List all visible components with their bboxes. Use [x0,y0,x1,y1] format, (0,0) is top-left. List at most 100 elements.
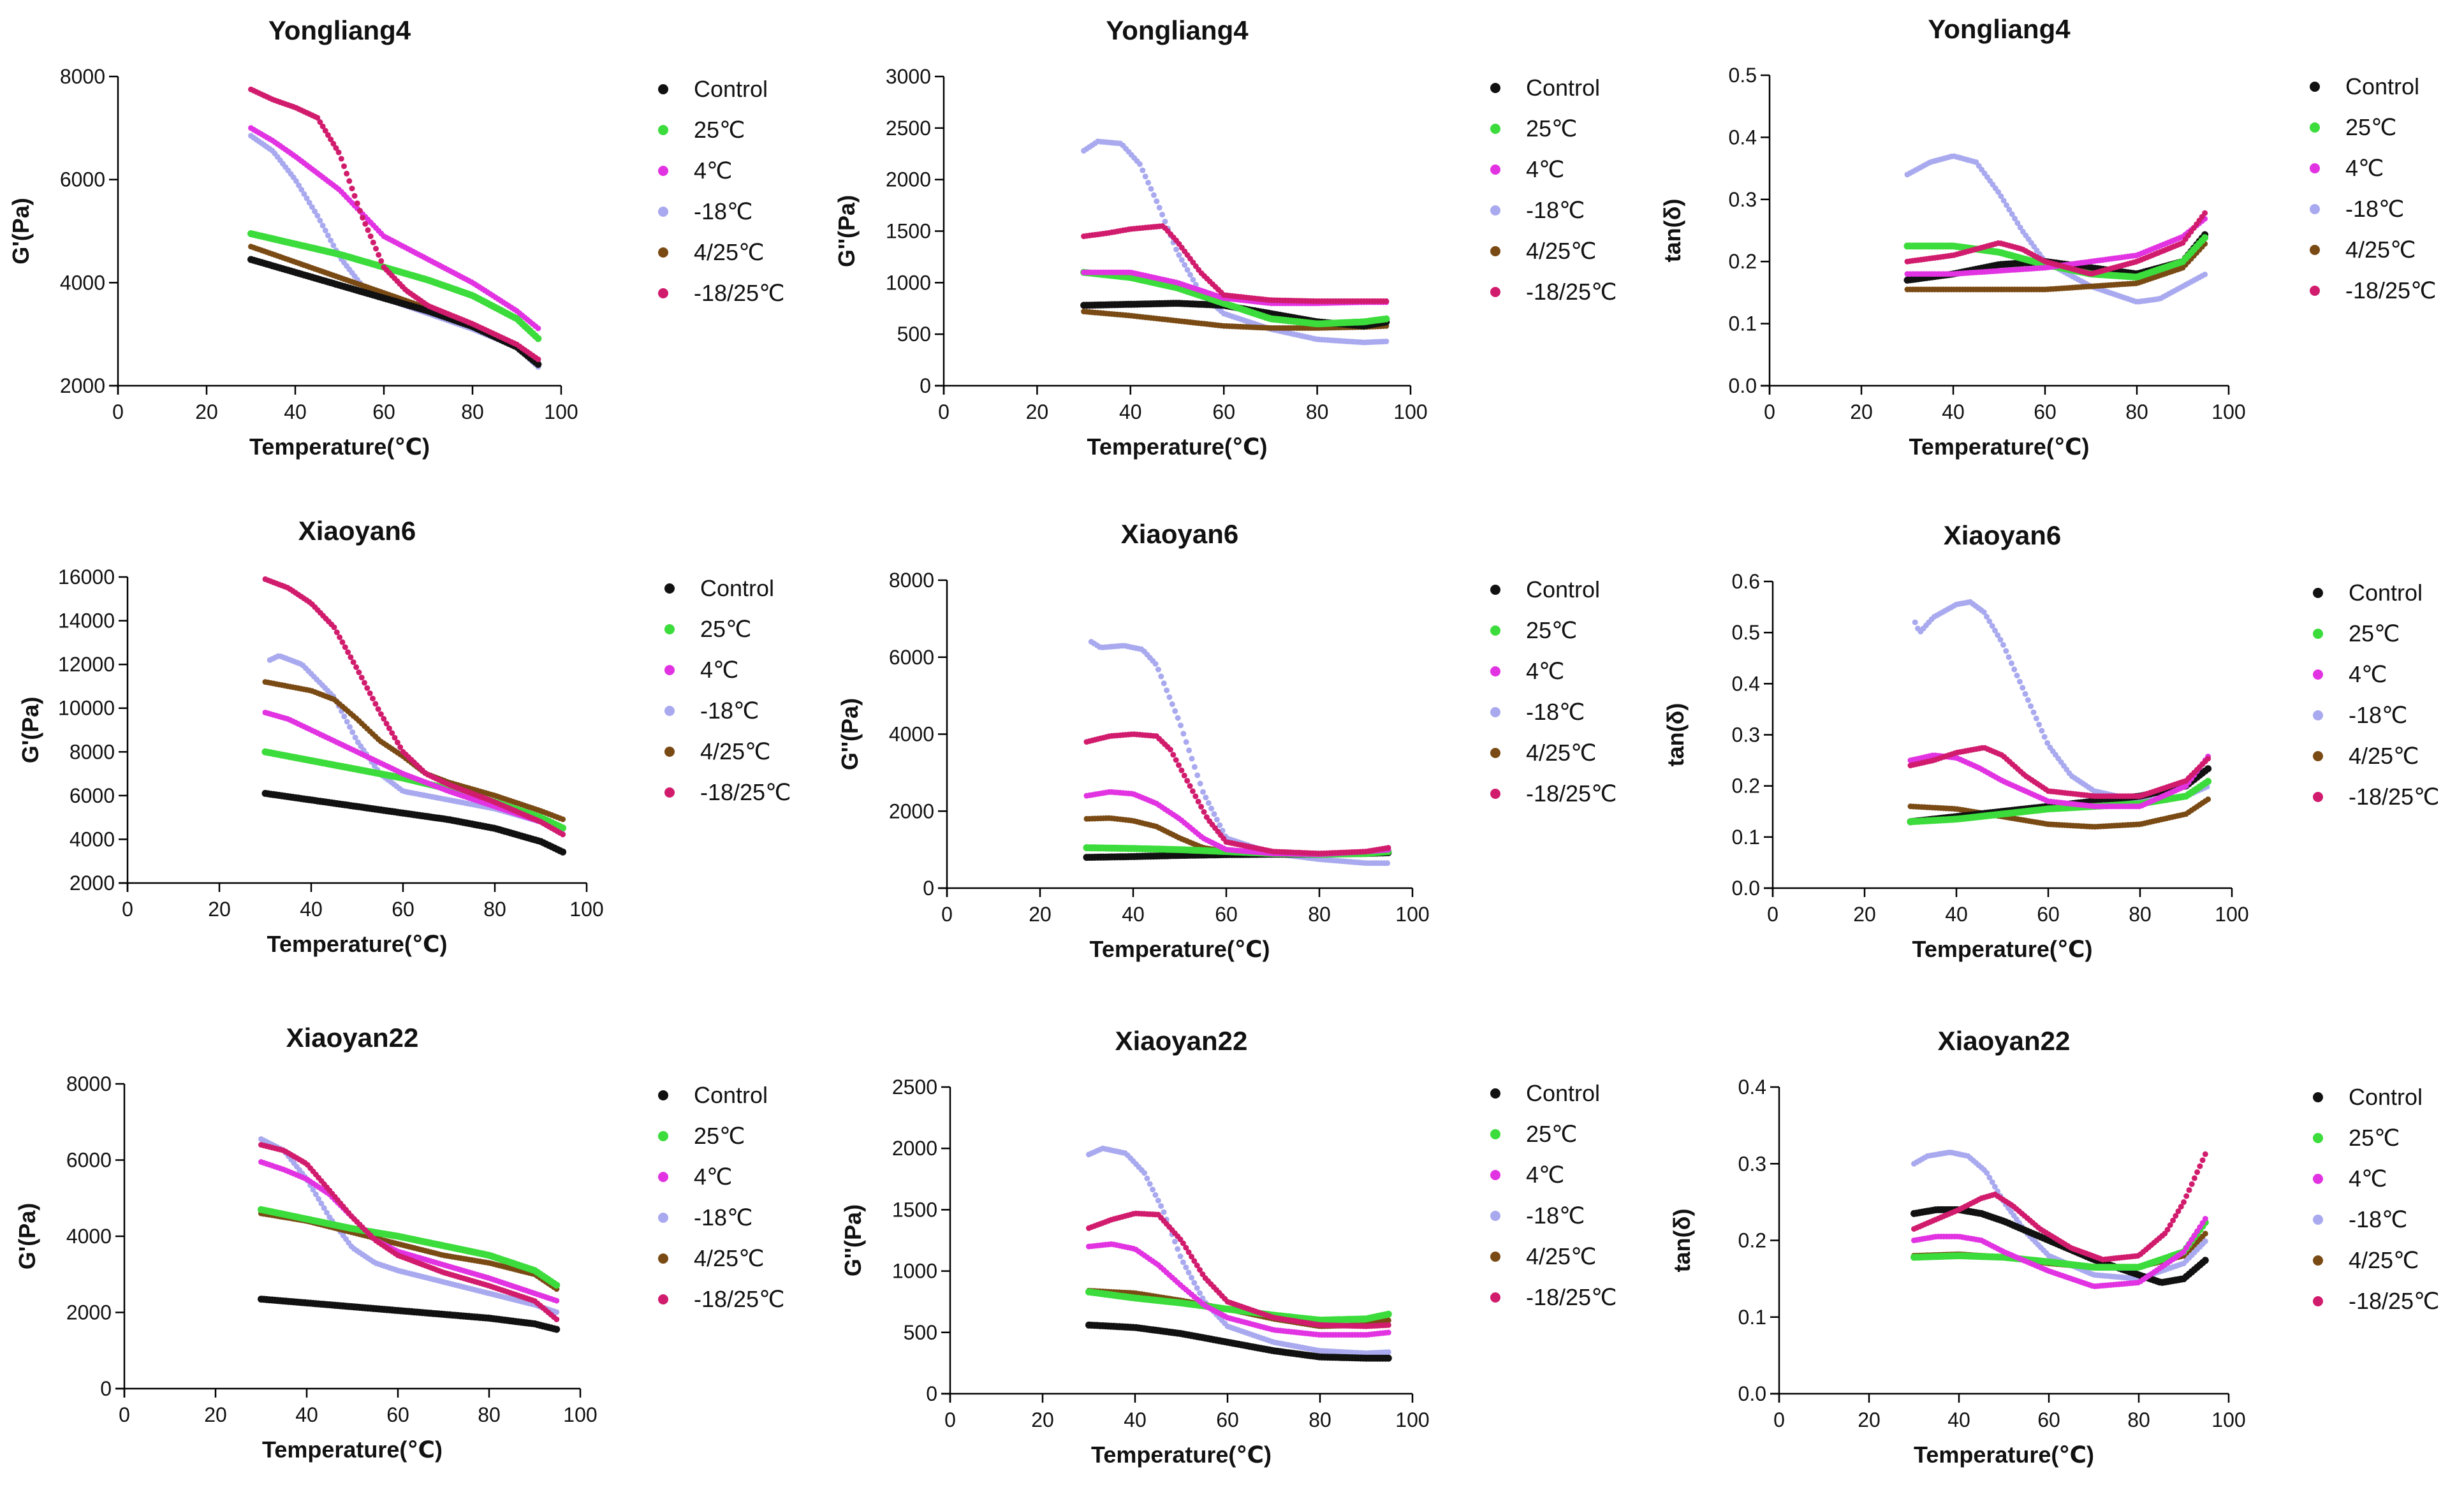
data-point [1184,739,1189,745]
data-point [360,215,365,221]
legend-item: 4℃ [1490,658,1564,684]
legend-label: 25℃ [694,1123,745,1149]
data-point [1184,778,1190,784]
legend-label: Control [700,575,774,601]
data-point [1196,799,1201,805]
data-point [332,624,337,630]
data-point [1382,316,1390,323]
x-tick-label: 60 [1216,1408,1239,1431]
legend-marker [2310,286,2320,296]
legend-label: Control [2345,73,2419,99]
data-point [2204,765,2211,772]
y-tick-label: 2000 [886,168,931,191]
data-point [2020,685,2025,690]
data-point [2006,654,2012,660]
legend-marker [658,125,668,135]
data-point [376,706,381,712]
x-tick-label: 40 [284,400,307,423]
x-tick-label: 20 [1853,903,1876,926]
y-tick-label: 0.2 [1729,250,1757,273]
data-point [1182,773,1187,778]
data-point [367,690,373,696]
series-3 [258,1159,559,1304]
legend-label: 4/25℃ [694,239,765,265]
x-tick-label: 40 [1122,903,1145,926]
legend-marker [658,247,668,258]
data-point [1176,763,1182,768]
data-point [1179,257,1185,263]
series-1 [262,790,567,856]
x-tick-label: 0 [1764,400,1775,423]
y-tick-label: 12000 [58,653,115,676]
data-point [535,326,541,332]
x-tick-label: 100 [569,898,603,921]
legend-marker [1490,124,1500,134]
data-point [2017,679,2023,685]
data-point [1190,788,1196,794]
y-tick-label: 8000 [60,65,105,88]
data-point [362,221,368,227]
legend-label: 4/25℃ [2345,237,2416,263]
data-point [1157,205,1162,210]
y-tick-label: 2500 [892,1076,937,1099]
legend-marker [2310,82,2320,92]
data-point [339,156,344,162]
legend-label: 4/25℃ [694,1245,765,1271]
data-point [2031,710,2037,715]
data-point [1145,180,1151,186]
legend-label: Control [694,76,768,102]
y-tick-label: 1500 [892,1198,937,1221]
data-point [359,675,365,680]
legend-label: 25℃ [2349,620,2400,646]
y-tick-label: 0 [920,374,931,397]
legend-label: -18/25℃ [2349,784,2440,810]
x-tick-label: 0 [122,898,133,921]
y-tick-label: 0.3 [1729,188,1757,211]
data-point [1140,168,1145,173]
legend-marker [664,706,675,716]
y-axis-label: tan(δ) [1662,703,1689,767]
y-tick-label: 0 [926,1382,937,1405]
data-point [554,1310,559,1315]
y-tick-label: 1500 [886,220,931,243]
data-point [1194,773,1200,778]
y-tick-label: 4000 [60,271,105,294]
data-point [355,200,360,206]
legend-item: 4/25℃ [2310,237,2416,263]
data-point [356,669,362,675]
legend-label: -18/25℃ [1526,780,1617,807]
data-point [1182,262,1187,268]
data-point [2205,756,2211,762]
legend-marker [2313,710,2323,720]
x-tick-label: 20 [1850,400,1873,423]
y-tick-label: 8000 [889,569,934,592]
legend-marker [658,166,668,176]
legend-label: 4℃ [694,157,732,184]
x-tick-label: 20 [195,400,218,423]
x-tick-label: 40 [1942,400,1965,423]
chart-title: Xiaoyan22 [1115,1026,1248,1056]
data-point [349,186,355,191]
legend-marker [658,84,668,94]
series-4 [1905,154,2208,305]
x-tick-label: 60 [386,1403,409,1426]
data-point [535,356,541,362]
legend-marker [1490,748,1500,758]
x-tick-label: 100 [2215,903,2248,926]
chart-title: Yongliang4 [1106,15,1249,45]
data-point [1170,701,1175,707]
legend-marker [1490,246,1500,256]
y-tick-label: 2500 [886,117,931,140]
x-tick-label: 20 [204,1403,227,1426]
chart-title: Yongliang4 [1928,14,2071,44]
legend-marker [658,1294,668,1304]
legend-marker [664,747,675,757]
x-tick-label: 80 [483,898,506,921]
x-tick-label: 60 [2037,903,2060,926]
legend-item: Control [658,1082,768,1108]
